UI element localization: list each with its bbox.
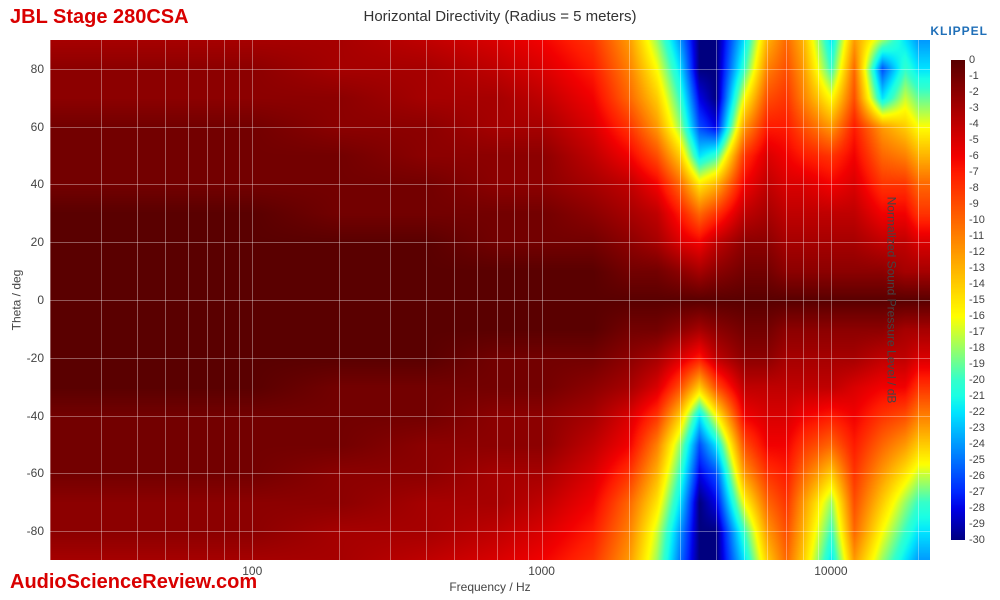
y-tick-label: -40 — [27, 409, 44, 423]
colorbar-tick: -2 — [969, 86, 979, 98]
colorbar-tick: -13 — [969, 262, 985, 274]
x-tick-label: 10000 — [814, 564, 847, 578]
brand-label: KLIPPEL — [930, 24, 988, 38]
colorbar-tick: 0 — [969, 54, 975, 66]
colorbar-tick: -23 — [969, 422, 985, 434]
colorbar-tick: -22 — [969, 406, 985, 418]
colorbar-tick: -1 — [969, 70, 979, 82]
chart-container: JBL Stage 280CSA Horizontal Directivity … — [0, 0, 1000, 600]
colorbar-tick: -21 — [969, 390, 985, 402]
watermark: AudioScienceReview.com — [10, 571, 257, 594]
colorbar-tick: -8 — [969, 182, 979, 194]
y-tick-label: 40 — [31, 177, 44, 191]
y-tick-label: 0 — [37, 293, 44, 307]
colorbar-tick: -15 — [969, 294, 985, 306]
colorbar-tick: -4 — [969, 118, 979, 130]
colorbar-tick: -18 — [969, 342, 985, 354]
heatmap-plot — [50, 40, 930, 560]
colorbar-tick: -27 — [969, 486, 985, 498]
y-axis: Theta / deg -80 -60 -40 -20 0 20 40 60 80 — [0, 40, 50, 560]
y-tick-label: -60 — [27, 466, 44, 480]
colorbar-tick: -28 — [969, 502, 985, 514]
colorbar-tick: -5 — [969, 134, 979, 146]
x-tick-label: 1000 — [528, 564, 555, 578]
y-tick-label: 60 — [31, 120, 44, 134]
colorbar-tick: -30 — [969, 534, 985, 546]
colorbar-tick: -26 — [969, 470, 985, 482]
heatmap-canvas — [50, 40, 930, 560]
colorbar-label: Normalized Sound Pressure Level / dB — [885, 197, 899, 404]
colorbar-tick: -9 — [969, 198, 979, 210]
colorbar-tick: -11 — [969, 230, 984, 242]
colorbar-tick: -7 — [969, 166, 979, 178]
colorbar-canvas — [951, 60, 965, 540]
colorbar-tick: -20 — [969, 374, 985, 386]
colorbar-tick: -14 — [969, 278, 985, 290]
y-tick-label: 80 — [31, 62, 44, 76]
colorbar-tick: -10 — [969, 214, 985, 226]
colorbar-tick: -6 — [969, 150, 979, 162]
colorbar-tick: -17 — [969, 326, 985, 338]
y-tick-label: -80 — [27, 524, 44, 538]
chart-title: Horizontal Directivity (Radius = 5 meter… — [0, 8, 1000, 25]
colorbar-tick: -25 — [969, 454, 985, 466]
colorbar-tick: -24 — [969, 438, 985, 450]
y-axis-label: Theta / deg — [9, 270, 23, 331]
colorbar-tick: -12 — [969, 246, 985, 258]
colorbar-tick: -29 — [969, 518, 985, 530]
y-tick-label: 20 — [31, 235, 44, 249]
colorbar: Normalized Sound Pressure Level / dB -30… — [951, 60, 965, 540]
y-tick-label: -20 — [27, 351, 44, 365]
colorbar-tick: -16 — [969, 310, 985, 322]
colorbar-tick: -19 — [969, 358, 985, 370]
colorbar-tick: -3 — [969, 102, 979, 114]
